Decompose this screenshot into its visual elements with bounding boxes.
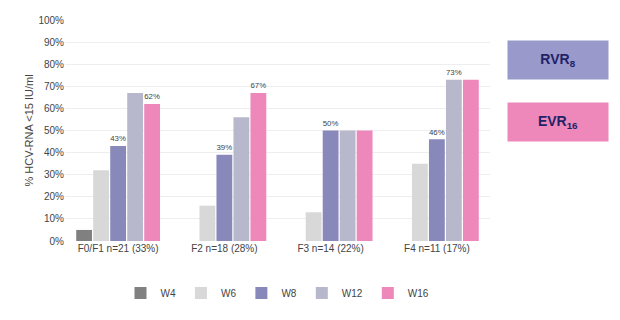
svg-text:RVR​8​: RVR​8​ [540,51,575,69]
svg-text:73%: 73% [446,68,462,77]
svg-text:W16: W16 [408,288,429,299]
svg-text:40%: 40% [44,147,64,158]
svg-text:20%: 20% [44,191,64,202]
svg-text:62%: 62% [144,92,160,101]
svg-text:10%: 10% [44,213,64,224]
svg-text:60%: 60% [44,103,64,114]
svg-text:80%: 80% [44,59,64,70]
svg-text:70%: 70% [44,81,64,92]
svg-text:F3 n=14 (22%): F3 n=14 (22%) [297,243,363,254]
svg-text:F4 n=11 (17%): F4 n=11 (17%) [404,243,470,254]
svg-text:% HCV-RNA <15 IU/ml: % HCV-RNA <15 IU/ml [23,74,35,186]
svg-text:50%: 50% [323,119,339,128]
svg-text:F0/F1 n=21 (33%): F0/F1 n=21 (33%) [78,243,159,254]
svg-text:W8: W8 [281,288,296,299]
svg-text:W12: W12 [342,288,363,299]
svg-text:100%: 100% [38,15,64,26]
svg-text:W4: W4 [161,288,176,299]
svg-text:W6: W6 [221,288,236,299]
svg-text:EVR​16​: EVR​16​ [538,113,578,131]
svg-text:46%: 46% [429,128,445,137]
svg-text:50%: 50% [44,125,64,136]
svg-text:F2 n=18 (28%): F2 n=18 (28%) [191,243,257,254]
svg-text:43%: 43% [110,134,126,143]
svg-text:39%: 39% [216,143,232,152]
svg-text:90%: 90% [44,37,64,48]
svg-text:67%: 67% [250,81,266,90]
svg-text:0%: 0% [50,236,65,247]
svg-text:30%: 30% [44,169,64,180]
